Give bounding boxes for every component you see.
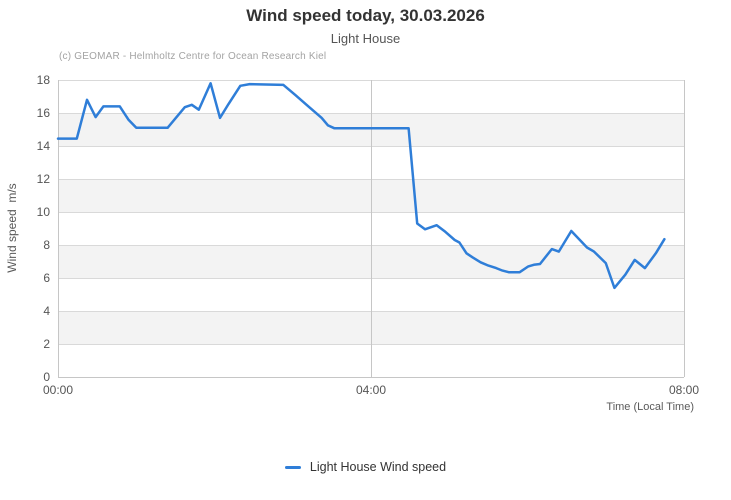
- credits-text: (c) GEOMAR - Helmholtz Centre for Ocean …: [59, 51, 327, 62]
- legend-line-marker-icon: [284, 465, 301, 469]
- chart-title: Wind speed today, 30.03.2026: [246, 6, 485, 25]
- y-tick-label: 2: [43, 337, 50, 351]
- y-tick-label: 12: [37, 172, 51, 186]
- series-line-light-house-wind-speed[interactable]: [56, 82, 666, 290]
- y-tick-label: 4: [43, 304, 50, 318]
- y-tick-label: 0: [43, 370, 50, 384]
- y-tick-label: 18: [37, 73, 51, 87]
- x-tick-label: 00:00: [43, 383, 73, 397]
- x-axis-title: Time (Local Time): [606, 401, 694, 413]
- y-tick-label: 14: [37, 139, 51, 153]
- x-tick-label: 04:00: [356, 383, 386, 397]
- legend-label: Light House Wind speed: [309, 460, 447, 474]
- y-tick-label: 16: [37, 106, 51, 120]
- x-tick-label: 08:00: [669, 383, 699, 397]
- chart-subtitle: Light House: [330, 31, 401, 46]
- y-tick-label: 6: [43, 271, 50, 285]
- legend-item-light-house-wind-speed[interactable]: Light House Wind speed: [0, 458, 731, 476]
- y-tick-label: 8: [43, 238, 50, 252]
- y-tick-label: 10: [37, 205, 51, 219]
